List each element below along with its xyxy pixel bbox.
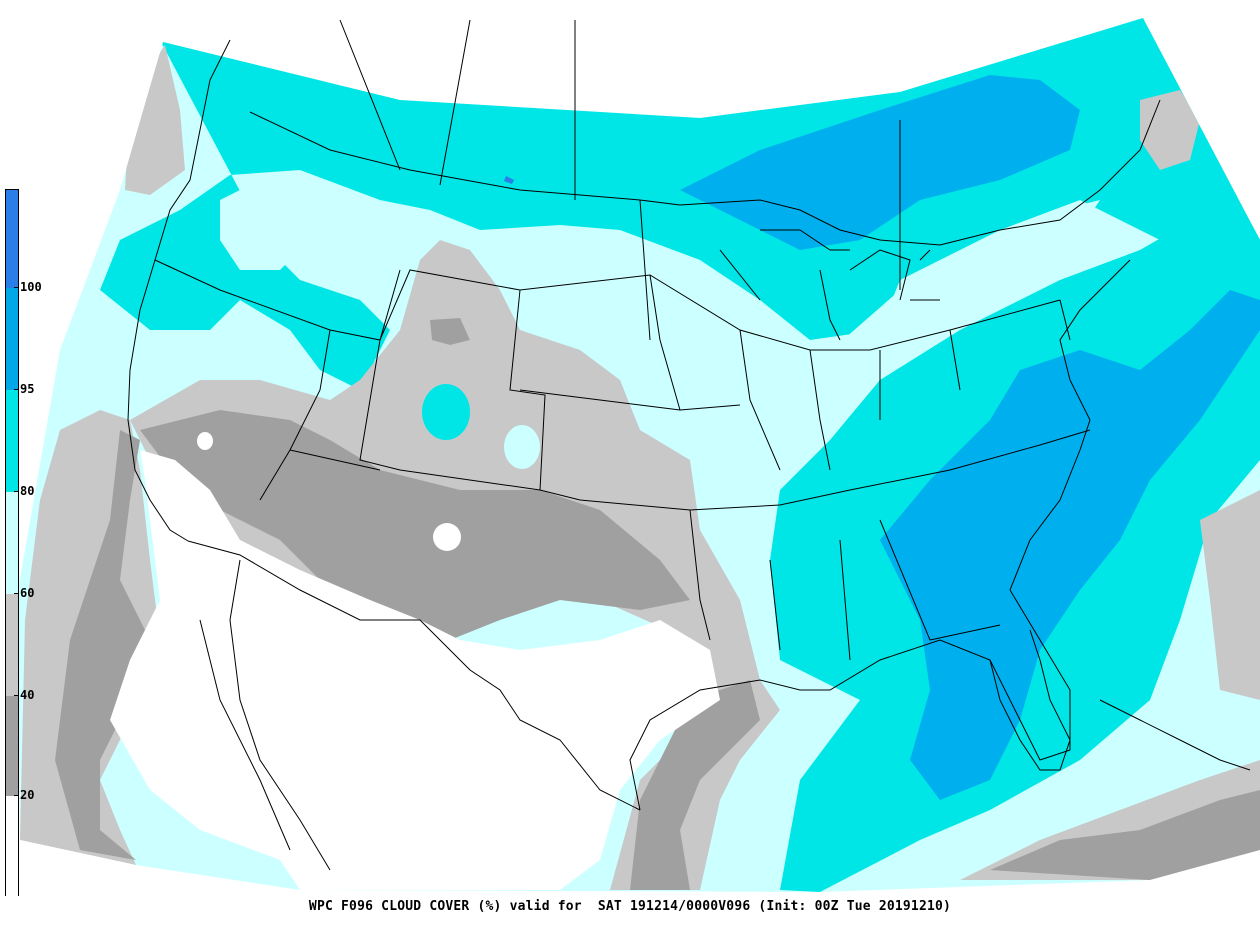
field-0-20-new-mexico (433, 523, 461, 551)
field-60-80-appalachian (810, 200, 1100, 420)
field-20-40-gulf (630, 680, 760, 890)
field-20-40-california (55, 430, 150, 860)
mexico-interior (199, 559, 331, 871)
field-40-60-pacific-nw (125, 45, 185, 195)
legend-tick-mark (14, 491, 19, 492)
field-60-80-midwest (520, 270, 780, 590)
field-20-40-mexico-east (990, 790, 1260, 880)
great-lakes (760, 229, 940, 341)
color-scale-legend (5, 189, 19, 897)
field-0-20-nevada (197, 432, 213, 450)
legend-tick-label: 100 (20, 280, 42, 294)
legend-tick-mark (14, 287, 19, 288)
state-lines (154, 19, 1091, 661)
legend-tick-mark (14, 389, 19, 390)
field-40-60-caribbean (1200, 490, 1260, 700)
legend-tick-label: 95 (20, 382, 35, 396)
legend-tick-mark (14, 795, 19, 796)
field-100-plus (504, 176, 514, 184)
field-20-40-wyoming (430, 318, 470, 345)
legend-tick-label: 20 (20, 788, 35, 802)
legend-band-80-95 (6, 390, 18, 492)
us-mexico-border (187, 540, 641, 811)
legend-band-0-20 (6, 796, 18, 897)
gulf-coast (629, 259, 1131, 811)
legend-tick-label: 80 (20, 484, 35, 498)
field-60-80-idaho (220, 180, 310, 270)
legend-band-60-80 (6, 492, 18, 594)
cuba (1099, 699, 1251, 771)
legend-tick-label: 40 (20, 688, 35, 702)
field-95-100-southeast (880, 290, 1260, 800)
legend-tick-mark (14, 593, 19, 594)
map-caption: WPC F096 CLOUD COVER (%) valid for SAT 1… (308, 899, 952, 914)
political-boundaries (127, 19, 1251, 871)
florida (989, 629, 1071, 771)
field-80-95-colorado (422, 384, 470, 440)
west-coast (127, 39, 231, 542)
field-95-100-north (680, 75, 1080, 250)
legend-tick-label: 60 (20, 586, 35, 600)
field-40-60-maritimes (1140, 90, 1200, 170)
us-canada-border (249, 99, 1161, 246)
legend-band-100+ (6, 190, 18, 288)
legend-band-95-100 (6, 288, 18, 390)
field-0-20-southwest (110, 450, 720, 890)
legend-band-40-60 (6, 594, 18, 696)
field-60-80-colorado (504, 425, 540, 469)
legend-tick-mark (14, 695, 19, 696)
legend-band-20-40 (6, 696, 18, 796)
